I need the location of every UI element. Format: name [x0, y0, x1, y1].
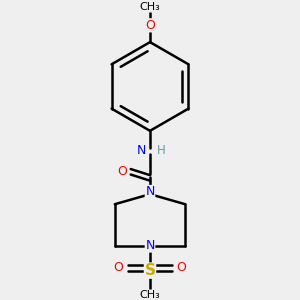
Text: H: H: [157, 144, 166, 157]
Text: O: O: [114, 261, 123, 274]
Text: N: N: [145, 239, 155, 252]
Text: N: N: [137, 144, 146, 157]
Text: N: N: [145, 185, 155, 199]
Text: O: O: [145, 19, 155, 32]
Text: CH₃: CH₃: [140, 2, 160, 12]
Text: O: O: [118, 165, 128, 178]
Text: S: S: [145, 263, 155, 278]
Text: O: O: [177, 261, 186, 274]
Text: CH₃: CH₃: [140, 290, 160, 300]
